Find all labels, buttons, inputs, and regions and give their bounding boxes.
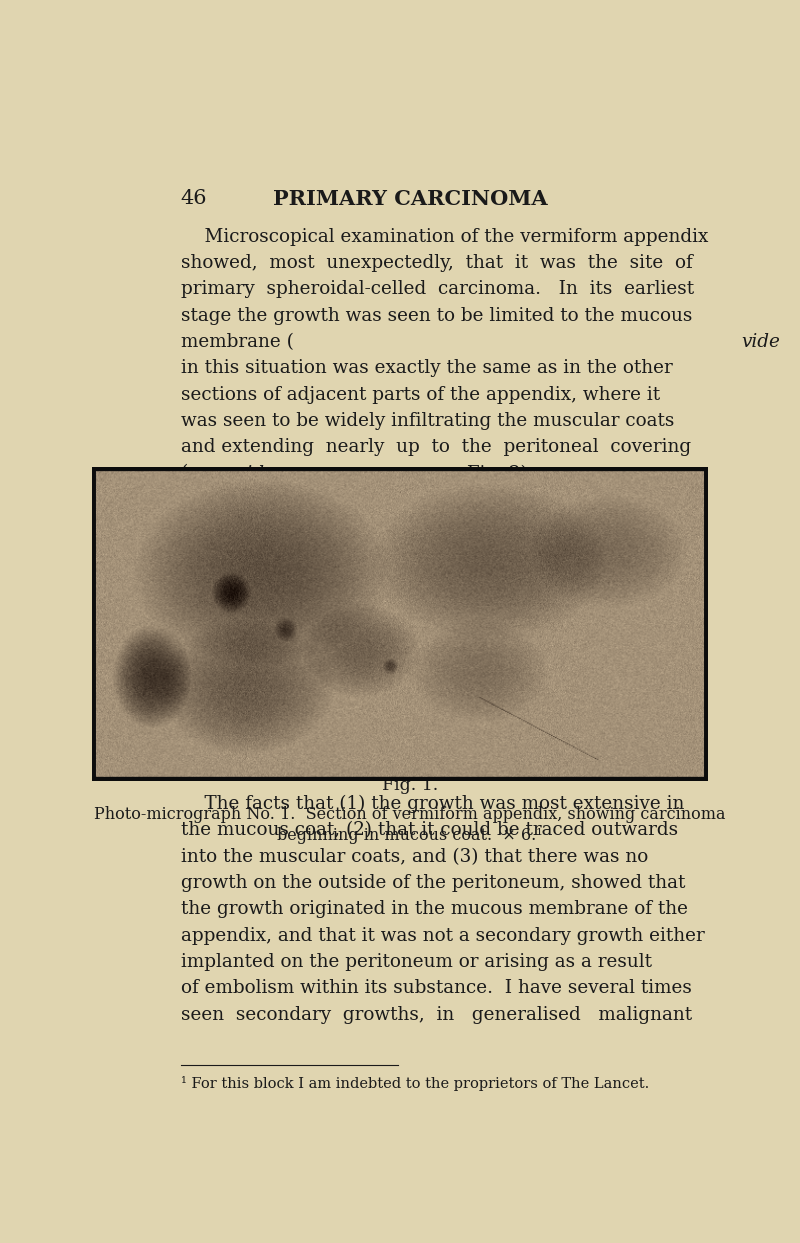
- Text: sections of adjacent parts of the appendix, where it: sections of adjacent parts of the append…: [181, 385, 660, 404]
- Text: was seen to be widely infiltrating the muscular coats: was seen to be widely infiltrating the m…: [181, 411, 674, 430]
- Text: of embolism within its substance.  I have several times: of embolism within its substance. I have…: [181, 979, 691, 997]
- Text: (: (: [181, 465, 188, 482]
- Text: seen  secondary  growths,  in   generalised   malignant: seen secondary growths, in generalised m…: [181, 1006, 692, 1024]
- Text: 46: 46: [181, 189, 207, 209]
- Text: beginning in mucous coat.  × 6.¹: beginning in mucous coat. × 6.¹: [277, 827, 543, 844]
- Text: growth on the outside of the peritoneum, showed that: growth on the outside of the peritoneum,…: [181, 874, 685, 892]
- Text: appendix, and that it was not a secondary growth either: appendix, and that it was not a secondar…: [181, 927, 704, 945]
- Text: and extending  nearly  up  to  the  peritoneal  covering: and extending nearly up to the peritonea…: [181, 439, 690, 456]
- Text: Photo-micrograph No. 1.  Section of vermiform appendix, showing carcinoma: Photo-micrograph No. 1. Section of vermi…: [94, 805, 726, 823]
- Text: The facts that (1) the growth was most extensive in: The facts that (1) the growth was most e…: [181, 796, 684, 813]
- Text: Fig. 2).: Fig. 2).: [461, 465, 534, 482]
- Text: showed,  most  unexpectedly,  that  it  was  the  site  of: showed, most unexpectedly, that it was t…: [181, 254, 692, 272]
- Text: ¹ For this block I am indebted to the proprietors of The Lancet.: ¹ For this block I am indebted to the pr…: [181, 1075, 649, 1090]
- Text: stage the growth was seen to be limited to the mucous: stage the growth was seen to be limited …: [181, 307, 692, 324]
- Text: Microscopical examination of the vermiform appendix: Microscopical examination of the vermifo…: [181, 227, 708, 246]
- Text: primary  spheroidal-celled  carcinoma.   In  its  earliest: primary spheroidal-celled carcinoma. In …: [181, 280, 694, 298]
- Text: vide: vide: [237, 465, 275, 482]
- Text: the mucous coat, (2) that it could be traced outwards: the mucous coat, (2) that it could be tr…: [181, 822, 678, 839]
- Text: vide: vide: [742, 333, 780, 351]
- Text: into the muscular coats, and (3) that there was no: into the muscular coats, and (3) that th…: [181, 848, 648, 866]
- Text: Fig. 1.: Fig. 1.: [382, 777, 438, 794]
- Text: in this situation was exactly the same as in the other: in this situation was exactly the same a…: [181, 359, 672, 377]
- Text: implanted on the peritoneum or arising as a result: implanted on the peritoneum or arising a…: [181, 953, 651, 971]
- Text: membrane (: membrane (: [181, 333, 294, 351]
- Text: PRIMARY CARCINOMA: PRIMARY CARCINOMA: [273, 189, 547, 209]
- Text: the growth originated in the mucous membrane of the: the growth originated in the mucous memb…: [181, 900, 688, 919]
